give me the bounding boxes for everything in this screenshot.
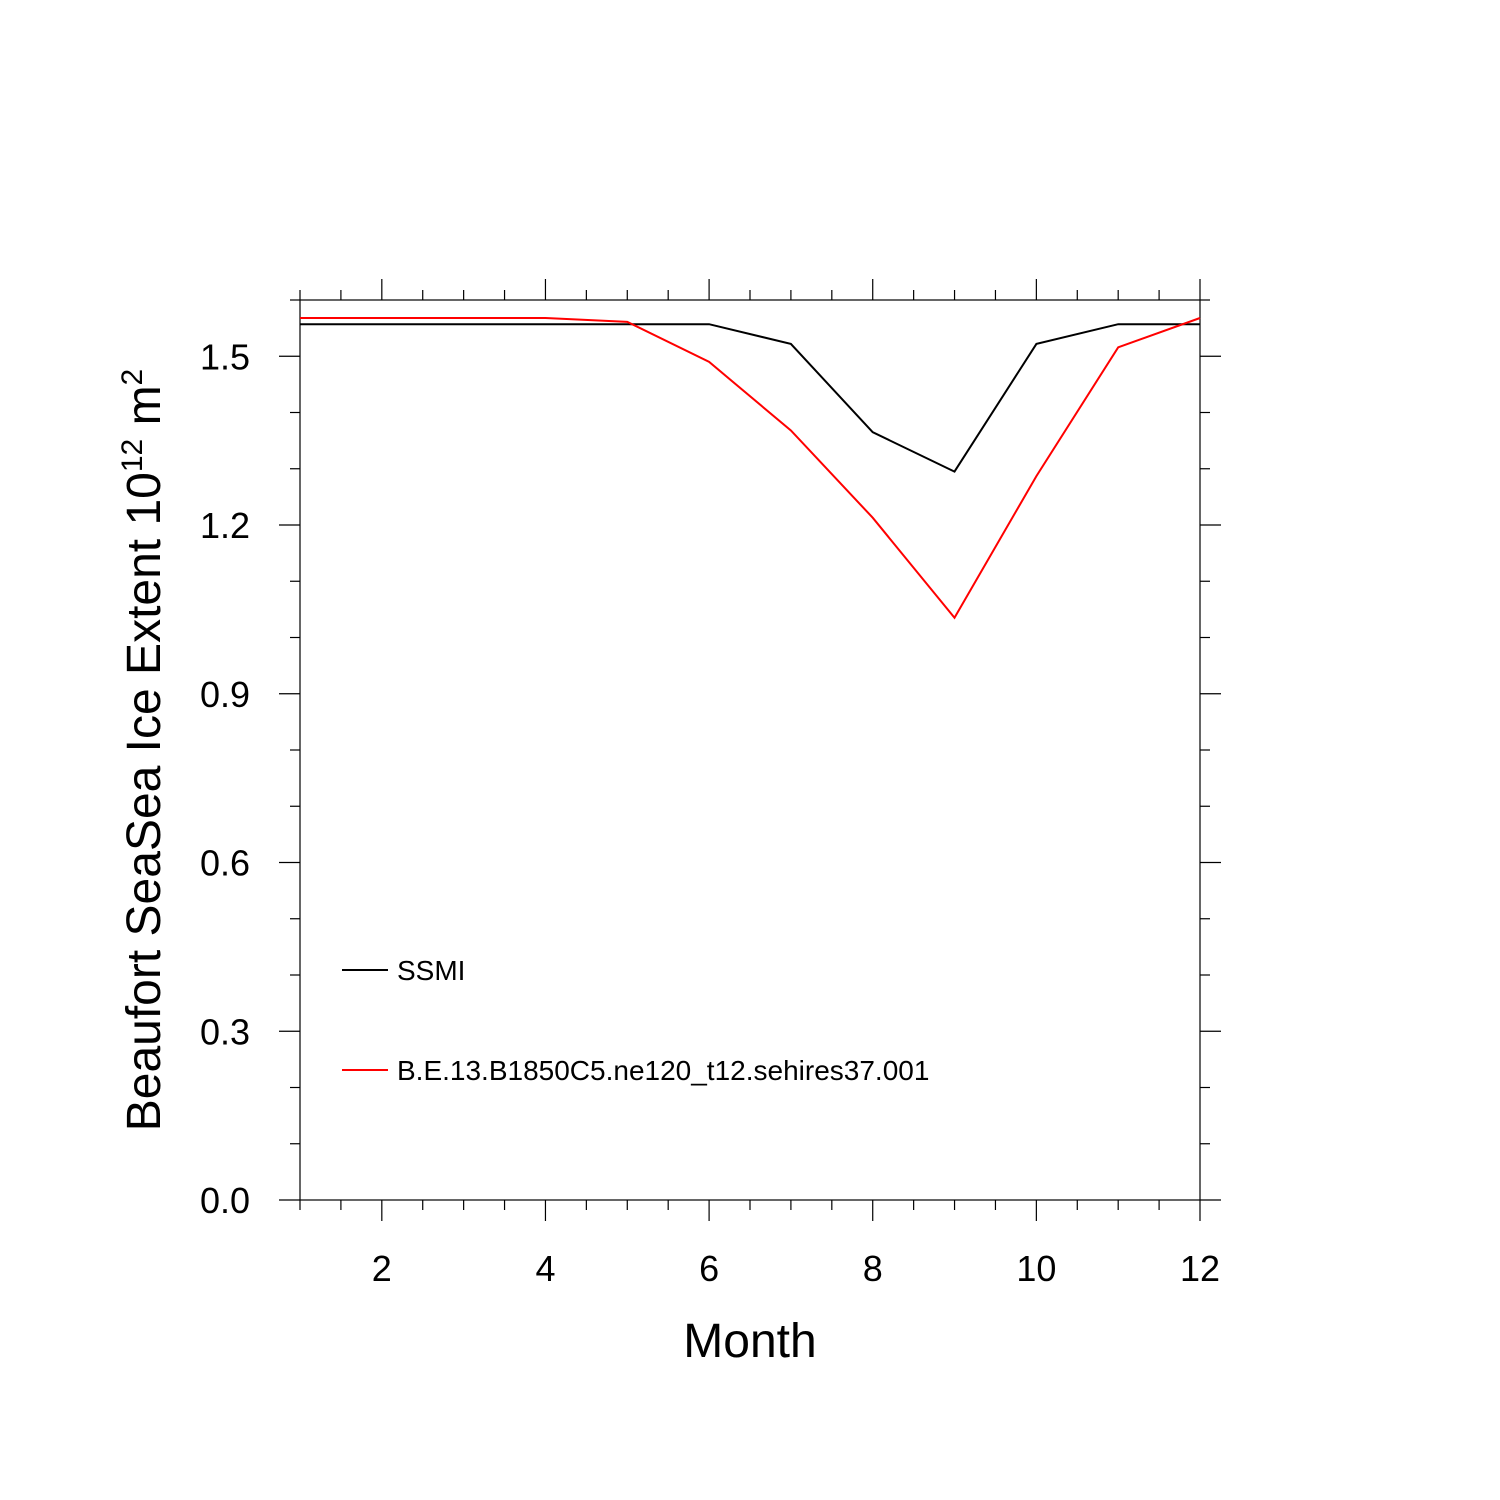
x-tick-label: 6 <box>699 1248 719 1289</box>
y-tick-label: 0.9 <box>200 674 250 715</box>
x-tick-label: 2 <box>372 1248 392 1289</box>
y-tick-label: 1.5 <box>200 336 250 377</box>
y-tick-label: 0.6 <box>200 843 250 884</box>
y-axis-title-main: Beaufort SeaSea Ice Extent 10 <box>118 472 171 1131</box>
series-line-1 <box>300 323 1200 473</box>
x-tick-label: 10 <box>1016 1248 1056 1289</box>
x-tick-label: 8 <box>863 1248 883 1289</box>
axis-tick-labels: 2 4 6 8 10 12 0.0 0.3 0.6 0.9 1.2 1.5 <box>200 336 1220 1289</box>
x-tick-label: 12 <box>1180 1248 1220 1289</box>
axis-ticks <box>279 279 1221 1221</box>
x-tick-label: 4 <box>535 1248 555 1289</box>
x-axis-title: Month <box>683 1315 816 1368</box>
y-tick-label: 1.2 <box>200 505 250 546</box>
y-tick-label: 0.0 <box>200 1180 250 1221</box>
y-axis-title-unit: m <box>118 385 171 425</box>
series-lines <box>300 317 1201 620</box>
y-tick-label: 0.3 <box>200 1011 250 1052</box>
legend-label-1: SSMI <box>397 955 465 986</box>
legend: SSMI B.E.13.B1850C5.ne120_t12.sehires37.0… <box>342 955 929 1086</box>
y-axis-title-spacer <box>118 425 171 438</box>
legend-label-2: B.E.13.B1850C5.ne120_t12.sehires37.001 <box>397 1055 929 1086</box>
series-line-2 <box>300 317 1201 620</box>
y-axis-title-unit-exponent: 2 <box>116 369 149 386</box>
y-axis-title-exponent: 12 <box>116 439 149 472</box>
y-axis-title: Beaufort SeaSea Ice Extent 1012 m2 <box>116 369 171 1132</box>
